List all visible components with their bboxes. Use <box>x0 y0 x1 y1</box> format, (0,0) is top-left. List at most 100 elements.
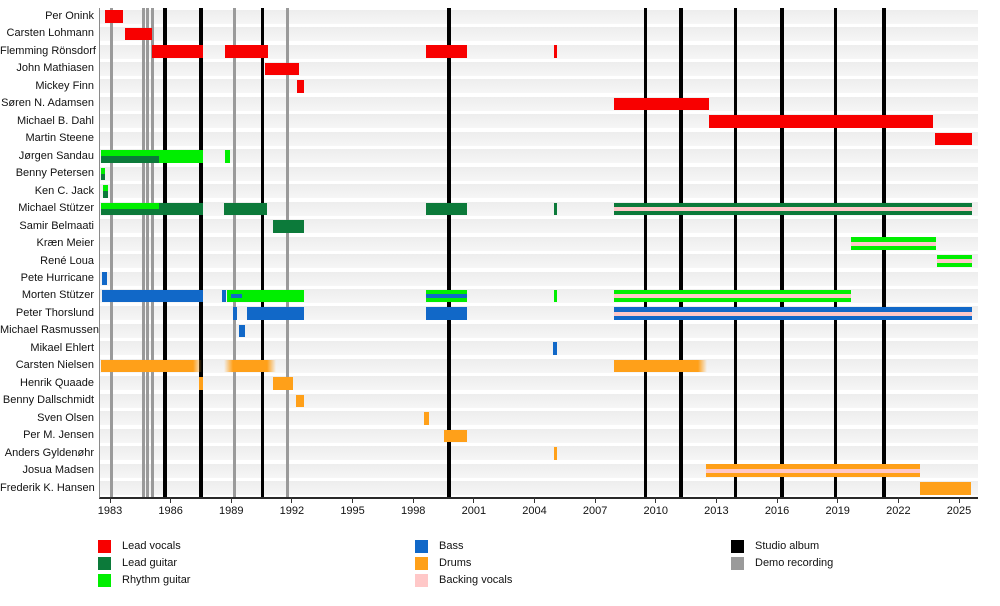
year-tick-label: 2022 <box>886 505 911 517</box>
timeline-bar-drums <box>553 447 557 460</box>
year-tick <box>534 497 535 503</box>
row-band <box>100 481 978 496</box>
member-label: René Loua <box>40 254 94 267</box>
member-label: Carsten Lohmann <box>6 27 94 40</box>
overlay-backing_vocals <box>936 259 973 264</box>
row-band <box>100 166 978 181</box>
year-tick <box>594 497 596 503</box>
member-label: Benny Dallschmidt <box>2 394 94 407</box>
member-label: Josua Madsen <box>22 464 94 477</box>
member-label: Michael Stützer <box>18 202 94 215</box>
timeline-bar-lead_vocals <box>152 45 203 58</box>
legend-label-rhythm-guitar: Rhythm guitar <box>122 574 191 586</box>
year-tick-label: 2019 <box>825 505 850 517</box>
overlay-bass <box>231 294 243 299</box>
studio-album-line <box>733 8 738 497</box>
year-tick-label: 2025 <box>946 505 972 517</box>
timeline-bar-rhythm_guitar <box>850 237 936 251</box>
legend-swatch-backing-vocals <box>415 574 428 587</box>
timeline-plot-area <box>99 8 978 499</box>
row-band <box>100 323 978 338</box>
overlay-bass <box>426 294 467 299</box>
studio-album-line <box>679 8 683 497</box>
member-labels-column: Per Onink Carsten Lohmann Flemming Rönsdor… <box>0 0 99 497</box>
timeline-bar-lead_guitar <box>553 202 557 216</box>
legend-label-demo-recording: Demo recording <box>755 557 834 569</box>
row-band <box>100 61 978 76</box>
timeline-bar-rhythm_guitar <box>100 167 105 181</box>
member-label: Michael Rasmussen <box>0 324 100 337</box>
timeline-bar-lead_vocals <box>709 115 933 128</box>
timeline-bar-lead_guitar <box>426 202 467 216</box>
member-label: Mikael Ehlert <box>30 341 94 354</box>
member-label: Peter Thorslund <box>15 306 94 319</box>
member-label: Frederik K. Hansen <box>0 481 95 494</box>
timeline-bar-rhythm_guitar <box>614 289 851 303</box>
year-tick <box>715 497 717 503</box>
year-tick-label: 1989 <box>219 505 244 517</box>
timeline-bar-lead_vocals <box>104 10 124 23</box>
overlay-backing_vocals <box>614 206 973 211</box>
year-tick-label: 2004 <box>522 505 547 517</box>
demo-recording-line <box>232 8 236 497</box>
overlay-backing_vocals <box>706 468 920 473</box>
row-band <box>100 131 978 146</box>
timeline-bar-lead_guitar <box>614 202 973 216</box>
timeline-bar-drums <box>224 359 276 373</box>
row-band <box>100 254 978 269</box>
member-label: Carsten Nielsen <box>15 359 94 372</box>
timeline-bar-bass <box>222 289 227 303</box>
studio-album-line <box>260 8 265 497</box>
member-label: Per Onink <box>45 10 94 22</box>
member-label: Flemming Rönsdorf <box>0 44 96 57</box>
year-tick-label: 2010 <box>643 505 669 517</box>
row-band <box>100 27 978 42</box>
member-label: Morten Stützer <box>21 289 94 302</box>
legend-label-lead-vocals: Lead vocals <box>122 540 181 552</box>
overlay-backing_vocals <box>850 241 936 246</box>
timeline-bar-rhythm_guitar <box>426 289 467 303</box>
row-band <box>100 219 978 234</box>
timeline-bar-bass <box>101 289 203 303</box>
timeline-bar-rhythm_guitar <box>100 150 203 163</box>
legend-label-lead-guitar: Lead guitar <box>122 557 178 569</box>
demo-recording-line <box>146 8 150 497</box>
demo-recording-line <box>150 8 154 497</box>
overlay-lead_guitar <box>100 173 105 181</box>
year-tick <box>473 497 475 503</box>
row-band <box>100 411 978 426</box>
timeline-bar-bass <box>614 307 973 320</box>
legend-swatch-bass <box>415 540 428 553</box>
member-label: Kræn Meier <box>36 237 94 250</box>
studio-album-line <box>780 8 784 497</box>
year-tick-label: 2001 <box>461 505 487 517</box>
legend-label-backing-vocals: Backing vocals <box>439 574 513 586</box>
legend-swatch-studio-album <box>731 540 744 553</box>
year-tick-label: 1986 <box>158 505 183 517</box>
row-band <box>100 341 978 356</box>
member-label: Per M. Jensen <box>23 429 94 442</box>
year-tick <box>109 497 111 503</box>
timeline-bar-drums <box>706 464 920 478</box>
legend-label-studio-album: Studio album <box>755 540 820 552</box>
timeline-bar-bass <box>233 307 238 320</box>
studio-album-line <box>163 8 167 497</box>
timeline-bar-bass <box>239 324 246 338</box>
year-tick-label: 1998 <box>400 505 426 517</box>
timeline-bar-bass <box>426 307 467 320</box>
timeline-bar-rhythm_guitar <box>227 289 305 303</box>
timeline-bar-lead_vocals <box>125 27 153 41</box>
year-tick <box>837 497 839 503</box>
year-tick <box>230 497 232 503</box>
year-tick-label: 1995 <box>340 505 365 517</box>
year-tick <box>291 497 293 503</box>
overlay-lead_guitar <box>100 156 159 163</box>
year-tick <box>170 497 172 503</box>
timeline-bar-rhythm_guitar <box>225 150 231 163</box>
timeline-bar-drums <box>614 359 708 373</box>
row-band <box>100 376 978 391</box>
member-label: Benny Petersen <box>15 167 94 180</box>
year-tick <box>352 497 354 503</box>
timeline-bar-drums <box>443 429 467 443</box>
